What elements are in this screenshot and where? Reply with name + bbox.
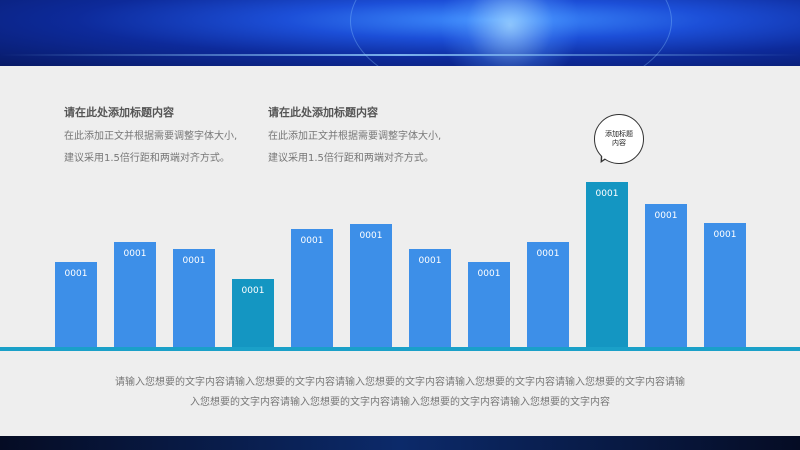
bar-value-label-5: 0001 (301, 236, 324, 246)
text-block-body-line: 建议采用1.5倍行距和两端对齐方式。 (268, 153, 434, 164)
chart-baseline (0, 347, 800, 351)
bar-value-label-6: 0001 (360, 231, 383, 241)
bar-8 (468, 262, 510, 347)
header-banner (0, 0, 800, 66)
bar-value-label-2: 0001 (124, 249, 147, 259)
text-block-heading: 请在此处添加标题内容 (268, 106, 378, 119)
footer-text-line: 入您想要的文字内容请输入您想要的文字内容请输入您想要的文字内容请输入您想要的文字… (190, 397, 610, 408)
footer-text-line: 请输入您想要的文字内容请输入您想要的文字内容请输入您想要的文字内容请输入您想要的… (115, 377, 685, 388)
text-block-body-line: 在此添加正文并根据需要调整字体大小, (64, 131, 238, 142)
bar-value-label-8: 0001 (478, 269, 501, 279)
callout-bubble: 添加标题内容 (594, 114, 644, 164)
bar-value-label-9: 0001 (537, 249, 560, 259)
banner-light-line (0, 54, 800, 56)
bar-12 (704, 223, 746, 347)
footer-band (0, 436, 800, 450)
bar-4 (232, 279, 274, 347)
bar-value-label-4: 0001 (242, 286, 265, 296)
bar-value-label-1: 0001 (65, 269, 88, 279)
bar-value-label-3: 0001 (183, 256, 206, 266)
bar-3 (173, 249, 215, 347)
text-block-heading: 请在此处添加标题内容 (64, 106, 174, 119)
callout-text: 添加标题内容 (605, 130, 633, 147)
bar-1 (55, 262, 97, 347)
bar-5 (291, 229, 333, 347)
bar-value-label-12: 0001 (714, 230, 737, 240)
bar-10 (586, 182, 628, 347)
text-block-body-line: 在此添加正文并根据需要调整字体大小, (268, 131, 442, 142)
bar-11 (645, 204, 687, 347)
bar-value-label-7: 0001 (419, 256, 442, 266)
bar-value-label-10: 0001 (596, 189, 619, 199)
bar-6 (350, 224, 392, 347)
bar-9 (527, 242, 569, 347)
bar-value-label-11: 0001 (655, 211, 678, 221)
bar-7 (409, 249, 451, 347)
text-block-1: 请在此处添加标题内容 在此添加正文并根据需要调整字体大小, 建议采用1.5倍行距… (64, 104, 264, 170)
text-block-2: 请在此处添加标题内容 在此添加正文并根据需要调整字体大小, 建议采用1.5倍行距… (268, 104, 468, 170)
bar-2 (114, 242, 156, 347)
text-block-body-line: 建议采用1.5倍行距和两端对齐方式。 (64, 153, 230, 164)
